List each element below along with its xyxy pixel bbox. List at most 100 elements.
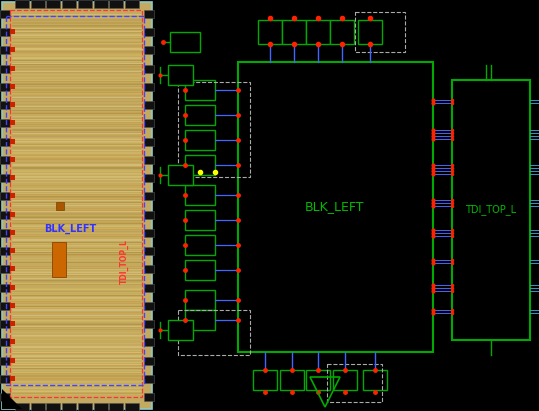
Bar bbox=[306, 20, 330, 44]
Bar bbox=[306, 370, 330, 390]
Bar bbox=[170, 32, 200, 52]
Bar bbox=[10, 120, 15, 125]
Text: BLK_LEFT: BLK_LEFT bbox=[44, 224, 96, 234]
Bar bbox=[10, 303, 15, 308]
Bar bbox=[0, 65, 10, 73]
Bar bbox=[6, 16, 144, 385]
Bar bbox=[125, 403, 139, 411]
Bar bbox=[31, 0, 45, 8]
Bar bbox=[10, 212, 15, 217]
Bar bbox=[144, 120, 154, 127]
Bar bbox=[0, 101, 10, 109]
Bar bbox=[94, 403, 108, 411]
Bar bbox=[0, 46, 10, 55]
Bar bbox=[238, 62, 433, 352]
Bar bbox=[0, 120, 10, 127]
Bar bbox=[144, 192, 154, 201]
Bar bbox=[144, 28, 154, 36]
Bar bbox=[333, 370, 357, 390]
Bar bbox=[78, 403, 92, 411]
Bar bbox=[10, 84, 15, 89]
Bar bbox=[185, 130, 215, 150]
Bar bbox=[358, 20, 382, 44]
Bar bbox=[185, 235, 215, 255]
Bar bbox=[0, 320, 10, 328]
Bar bbox=[10, 376, 15, 381]
Text: TDI_TOP_L: TDI_TOP_L bbox=[120, 239, 129, 284]
Bar bbox=[144, 284, 154, 291]
Bar bbox=[144, 247, 154, 255]
Bar bbox=[0, 83, 10, 91]
Bar bbox=[52, 242, 66, 277]
Bar bbox=[2, 2, 152, 409]
Bar bbox=[178, 82, 250, 177]
Bar bbox=[10, 65, 15, 71]
Bar bbox=[185, 310, 215, 330]
Bar bbox=[185, 290, 215, 310]
Bar bbox=[363, 370, 387, 390]
Bar bbox=[185, 80, 215, 100]
Bar bbox=[185, 105, 215, 125]
Bar bbox=[10, 321, 15, 326]
Bar bbox=[0, 266, 10, 273]
Bar bbox=[109, 403, 123, 411]
Bar bbox=[31, 403, 45, 411]
Bar bbox=[0, 138, 10, 145]
Bar bbox=[125, 0, 139, 8]
Bar bbox=[10, 248, 15, 253]
Bar bbox=[144, 229, 154, 237]
Bar bbox=[10, 47, 15, 52]
Bar bbox=[168, 320, 193, 340]
Bar bbox=[355, 12, 405, 52]
Bar bbox=[62, 0, 76, 8]
Bar bbox=[10, 157, 15, 162]
Bar bbox=[15, 403, 29, 411]
Bar bbox=[144, 393, 154, 401]
Bar bbox=[144, 65, 154, 73]
Bar bbox=[0, 393, 10, 401]
Bar bbox=[46, 403, 60, 411]
Bar bbox=[258, 20, 282, 44]
Bar bbox=[144, 174, 154, 182]
Bar bbox=[10, 230, 15, 235]
Bar bbox=[0, 356, 10, 365]
Text: BLK_LEFT: BLK_LEFT bbox=[305, 201, 365, 213]
Bar bbox=[15, 0, 29, 8]
Bar bbox=[0, 174, 10, 182]
Bar bbox=[185, 155, 215, 175]
Bar bbox=[144, 375, 154, 383]
Bar bbox=[10, 285, 15, 290]
Bar bbox=[144, 210, 154, 219]
Bar bbox=[168, 65, 193, 85]
Bar bbox=[0, 229, 10, 237]
Bar bbox=[10, 339, 15, 344]
Bar bbox=[144, 356, 154, 365]
Bar bbox=[78, 0, 92, 8]
Bar bbox=[178, 310, 250, 355]
Bar bbox=[144, 10, 154, 18]
Bar bbox=[144, 302, 154, 310]
Bar bbox=[144, 101, 154, 109]
Bar bbox=[330, 20, 354, 44]
Bar bbox=[168, 165, 193, 185]
Bar bbox=[56, 202, 64, 210]
Bar bbox=[0, 28, 10, 36]
Bar bbox=[185, 260, 215, 280]
Bar bbox=[46, 0, 60, 8]
Bar bbox=[10, 139, 15, 143]
Bar bbox=[144, 338, 154, 346]
Bar bbox=[280, 370, 304, 390]
Bar bbox=[253, 370, 277, 390]
Bar bbox=[10, 175, 15, 180]
Bar bbox=[144, 46, 154, 55]
Bar bbox=[0, 156, 10, 164]
Bar bbox=[0, 284, 10, 291]
Bar bbox=[144, 138, 154, 145]
Bar bbox=[10, 10, 142, 397]
Bar bbox=[185, 210, 215, 230]
Bar bbox=[10, 193, 15, 199]
Bar bbox=[10, 266, 15, 271]
Bar bbox=[144, 83, 154, 91]
Bar bbox=[10, 29, 15, 34]
Bar bbox=[94, 0, 108, 8]
